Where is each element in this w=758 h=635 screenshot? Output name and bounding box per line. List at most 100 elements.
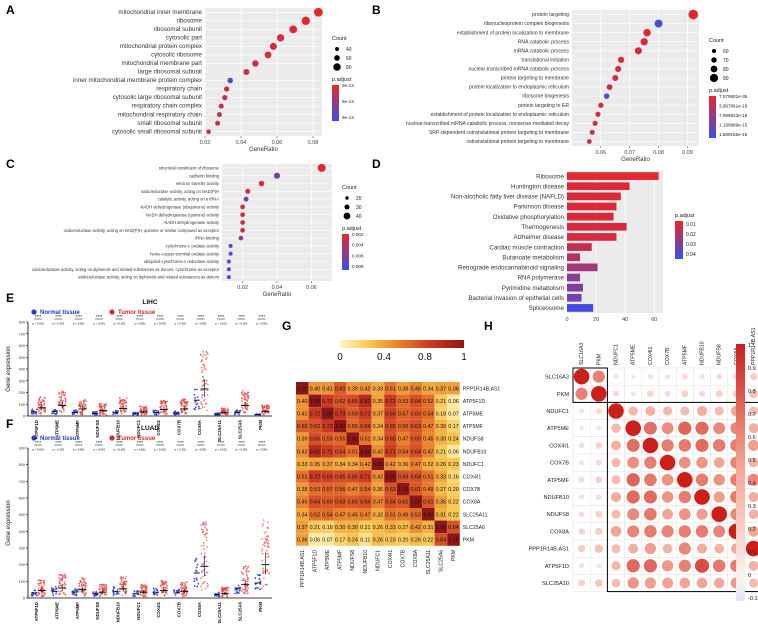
panel-g-cell-value: 0.34 [423, 386, 434, 392]
panel-g-cell [434, 419, 448, 433]
panel-f-y-axis-label: Gene expression [6, 500, 12, 545]
panel-f-normal-point [134, 595, 136, 598]
panel-f-tumor-point [58, 573, 60, 576]
panel-e-tumor-point [164, 411, 167, 414]
panel-f-tumor-point [180, 586, 182, 588]
panel-f-y-tick-label: 900 [19, 447, 25, 451]
panel-b-size-legend-title: Count [709, 38, 724, 44]
panel-f-tumor-point [203, 581, 205, 584]
panel-c-term-label: oxidoreductase activity, acting on NAD(P… [64, 228, 220, 233]
panel-d-category-label: Retrograde endocannabinoid signaling [458, 265, 565, 272]
panel-e-tumor-point [120, 403, 122, 405]
panel-g-cell [396, 419, 410, 433]
panel-h-column-label: COX4I1 [648, 346, 654, 365]
panel-f-tumor-point [41, 595, 44, 597]
panel-d-color-legend-bar [675, 221, 683, 259]
panel-f-tumor-point [265, 531, 267, 533]
panel-g-cell-value: 1.00 [297, 386, 308, 392]
panel-g-cell [321, 495, 334, 508]
panel-g-cell [434, 432, 448, 445]
panel-g-cell-value: 0.51 [297, 475, 308, 481]
panel-g-cell-value: 0.33 [385, 525, 396, 531]
panel-e-normal-point [193, 407, 196, 410]
panel-c-term-label: oxidoreductase activity, acting on diphe… [78, 275, 219, 280]
panel-b-term-label: SRP-dependent cotranslational protein ta… [429, 130, 569, 136]
panel-f-tumor-point [185, 591, 188, 594]
panel-f-tumor-point [41, 579, 44, 582]
panel-e-tumor-point [82, 399, 85, 402]
panel-c-x-tick-label: 0.06 [306, 285, 317, 291]
panel-g-cell [422, 445, 435, 458]
panel-g-cell-value: 0.60 [322, 500, 333, 506]
panel-b-x-axis-label: GeneRatio [621, 157, 650, 163]
panel-e-tumor-point [162, 399, 165, 402]
panel-g-cell [422, 533, 435, 546]
panel-b-term-label: ribonucleoprotein complex biogenesis [484, 21, 570, 27]
panel-e-tumor-point [184, 405, 186, 408]
panel-g-cell [434, 470, 448, 483]
panel-f-tumor-point [42, 591, 45, 594]
panel-e-tumor-point [119, 401, 122, 403]
panel-f-tumor-point [103, 585, 106, 588]
panel-e-pvalue-label: p < 0.001 [195, 322, 207, 326]
panel-h-correlation-dot [749, 372, 758, 381]
panel-h-row-label: ATP5F1D [545, 564, 569, 570]
panel-e-normal-point [197, 405, 200, 408]
panel-h-correlation-dot [595, 459, 602, 466]
panel-b-term-label: nuclear-transcribed mRNA catabolic proce… [468, 67, 569, 73]
panel-h-row-label: ATP5ME [547, 426, 569, 432]
panel-g-cell [371, 508, 385, 521]
panel-f-tumor-point [241, 572, 243, 574]
panel-g-cell-value: 0.31 [436, 512, 447, 518]
panel-e-y-tick-label: 0 [23, 415, 25, 419]
panel-e-tumor-point [241, 406, 243, 409]
panel-g-cell-value: 0.34 [347, 462, 358, 468]
panel-g-cell [359, 382, 372, 395]
panel-f-tumor-point [58, 579, 61, 581]
panel-f-tumor-point [166, 581, 168, 584]
panel-g-cell-value: 0.32 [373, 512, 384, 518]
panel-f-tumor-point [63, 581, 66, 583]
panel-g-row-label: SLC25A6 [463, 525, 485, 531]
panel-f-normal-point [154, 592, 157, 595]
panel-f-tumor-point [263, 545, 266, 547]
panel-d-x-tick-label: 20 [593, 317, 599, 323]
panel-g-cell-value: 1.00 [360, 449, 371, 455]
panel-g-cell [296, 445, 309, 458]
panel-g-cell-value: 0.37 [373, 412, 384, 418]
panel-g-cell-value: 0.65 [347, 475, 358, 481]
panel-f-tumor-point [245, 588, 247, 591]
panel-e-tumor-point [182, 399, 185, 402]
panel-g-cell [359, 419, 372, 433]
panel-f-tumor-point [184, 584, 187, 586]
panel-f-tumor-point [266, 552, 269, 555]
panel-f-normal-point [258, 577, 261, 580]
panel-e-tumor-point [165, 402, 167, 404]
panel-f-pvalue-label: p < 0.001 [175, 448, 187, 452]
panel-f-sig-label: **** [157, 440, 164, 445]
panel-e-normal-point [34, 411, 37, 414]
panel-g-cell-value: 0.16 [448, 475, 459, 481]
panel-g-cell [371, 445, 385, 458]
panel-f-tumor-point [38, 592, 41, 595]
panel-e-tumor-point [160, 402, 162, 405]
panel-c-size-legend-label: 30 [356, 205, 362, 211]
panel-g-cell-value: 0.65 [335, 475, 346, 481]
panel-h-correlation-dot [713, 474, 725, 486]
panel-f-tumor-point [207, 584, 209, 587]
panel-g-cell-value: 0.47 [423, 449, 434, 455]
panel-h-cluster-box [572, 367, 608, 403]
panel-e-tumor-point [80, 406, 82, 408]
panel-g-cell [359, 432, 372, 445]
panel-b-group: 0.06 0.07 0.08 0.09 protein targeting ribonuc… [406, 9, 748, 163]
panel-h-correlation-dot [625, 420, 641, 437]
panel-e-tumor-point [246, 407, 249, 409]
panel-d-plot-bg [567, 171, 663, 313]
panel-d-bar [567, 192, 621, 201]
panel-g-cell-value: 0.53 [398, 399, 409, 405]
panel-f-normal-point [112, 594, 115, 597]
panel-g-cell [384, 470, 397, 483]
panel-d-bar [567, 233, 617, 241]
panel-f-tumor-point [140, 585, 142, 588]
panel-f-tumor-point [261, 547, 264, 550]
